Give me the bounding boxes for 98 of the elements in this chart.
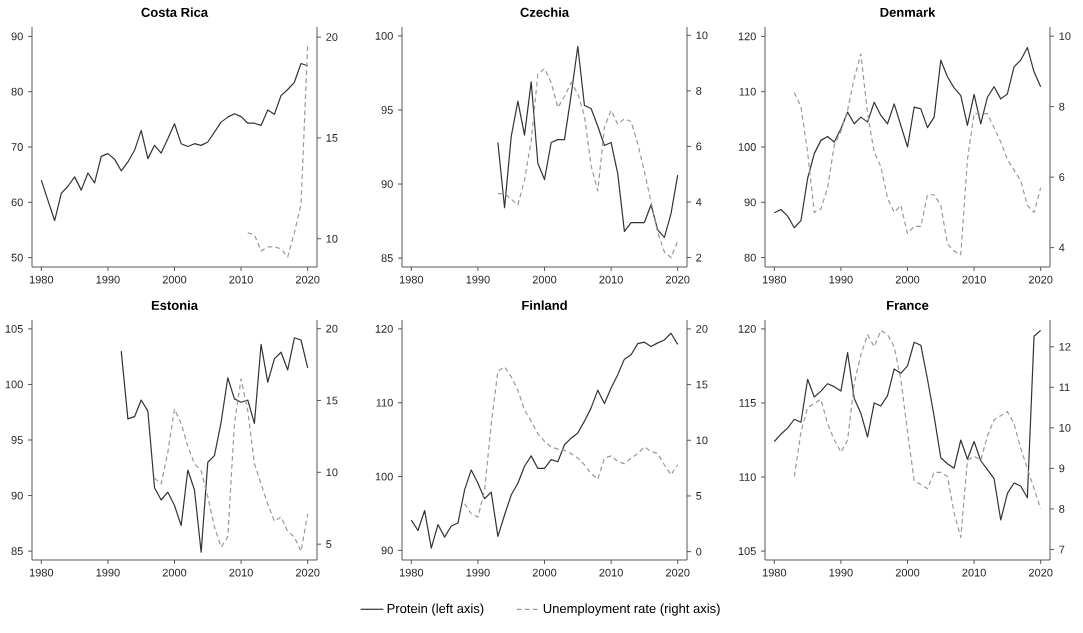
y-tick-label: 60 — [11, 198, 23, 207]
y-tick-label: 90 — [381, 546, 393, 555]
y-tick-label: 90 — [11, 491, 23, 500]
x-tick-label: 1980 — [762, 275, 787, 284]
line-series — [247, 44, 309, 258]
x-tick-label: 1980 — [29, 568, 54, 577]
chart-title: Czechia — [520, 7, 570, 17]
y-tick-label: 100 — [738, 143, 756, 151]
y2-tick-label: 10 — [326, 234, 338, 243]
x-tick-label: 1990 — [466, 568, 490, 577]
y-tick-label: 100 — [5, 380, 23, 389]
y-tick-label: 80 — [744, 253, 756, 262]
x-tick-label: 2010 — [599, 275, 623, 284]
y2-tick-label: 4 — [695, 198, 702, 206]
legend-label: Unemployment rate (right axis) — [543, 603, 720, 616]
y2-tick-label: 0 — [696, 547, 702, 556]
x-tick-label: 2020 — [1029, 275, 1053, 284]
y2-tick-label: 10 — [1059, 423, 1071, 432]
x-tick-label: 2020 — [295, 568, 320, 577]
x-tick-label: 2010 — [229, 568, 253, 577]
y-tick-label: 110 — [739, 87, 756, 96]
y2-tick-label: 9 — [1059, 464, 1065, 473]
chart-title: France — [887, 300, 929, 310]
x-tick-label: 2020 — [295, 275, 320, 284]
y2-tick-label: 10 — [696, 436, 708, 445]
legend-label: Protein (left axis) — [387, 603, 484, 616]
chart-title: Estonia — [151, 300, 199, 310]
y2-tick-label: 6 — [696, 142, 702, 151]
y2-tick-label: 10 — [326, 468, 338, 477]
y2-tick-label: 7 — [1059, 545, 1065, 554]
x-tick-label: 1980 — [399, 568, 424, 577]
x-tick-label: 2010 — [962, 275, 986, 284]
x-tick-label: 2000 — [895, 568, 920, 577]
y2-tick-label: 15 — [326, 396, 338, 405]
chart-title: Costa Rica — [141, 7, 209, 17]
x-tick-label: 2010 — [599, 568, 623, 577]
y-tick-label: 90 — [381, 180, 393, 188]
y2-tick-label: 10 — [1059, 32, 1071, 41]
x-tick-label: 2000 — [532, 568, 557, 577]
y2-tick-label: 2 — [696, 253, 702, 262]
y-tick-label: 115 — [739, 399, 756, 407]
line-series — [410, 332, 679, 549]
y-tick-label: 105 — [5, 325, 23, 333]
y2-tick-label: 15 — [696, 380, 708, 389]
y2-tick-label: 15 — [326, 134, 338, 142]
x-tick-label: 1990 — [96, 568, 120, 577]
chart-title: Denmark — [880, 7, 936, 17]
x-tick-label: 1990 — [96, 275, 120, 284]
y2-tick-label: 6 — [1059, 173, 1065, 182]
y-tick-label: 110 — [739, 473, 756, 481]
x-tick-label: 1980 — [762, 568, 787, 577]
y2-tick-label: 20 — [326, 324, 338, 333]
y-tick-label: 80 — [11, 87, 23, 96]
y2-tick-label: 10 — [696, 31, 708, 40]
x-tick-label: 2020 — [1029, 568, 1053, 577]
y-tick-label: 105 — [738, 547, 756, 555]
x-tick-label: 2000 — [162, 568, 187, 577]
x-tick-label: 2000 — [162, 275, 187, 284]
x-tick-label: 1990 — [829, 275, 853, 284]
y-tick-label: 95 — [381, 106, 393, 114]
y2-tick-label: 8 — [1059, 102, 1065, 111]
x-tick-label: 1980 — [399, 275, 424, 284]
x-tick-label: 2010 — [229, 275, 253, 284]
y2-tick-label: 12 — [1059, 342, 1071, 351]
y-tick-label: 100 — [375, 472, 393, 481]
y-tick-label: 90 — [11, 32, 23, 41]
line-series — [497, 68, 679, 259]
x-tick-label: 1990 — [829, 568, 853, 577]
y-tick-label: 70 — [11, 143, 23, 151]
y2-tick-label: 20 — [326, 33, 338, 41]
x-tick-label: 1980 — [29, 275, 54, 284]
x-tick-label: 2000 — [532, 275, 557, 284]
x-tick-label: 2020 — [665, 568, 690, 577]
line-series — [153, 378, 309, 552]
y2-tick-label: 4 — [1058, 243, 1065, 252]
x-tick-label: 2020 — [665, 275, 690, 284]
y-tick-label: 110 — [376, 398, 393, 407]
x-tick-label: 2010 — [962, 568, 986, 577]
y-tick-label: 85 — [11, 547, 23, 555]
y-tick-label: 50 — [11, 253, 23, 262]
y2-tick-label: 5 — [326, 540, 332, 549]
line-series — [120, 337, 309, 553]
y2-tick-label: 8 — [1059, 505, 1065, 513]
y-tick-label: 85 — [381, 254, 393, 262]
y-tick-label: 100 — [375, 32, 393, 40]
y-tick-label: 95 — [11, 436, 23, 444]
chart-title: Finland — [522, 300, 567, 310]
y-tick-label: 120 — [738, 32, 756, 41]
y-tick-label: 90 — [744, 198, 756, 207]
y2-tick-label: 5 — [696, 492, 702, 500]
x-tick-label: 1990 — [466, 275, 490, 284]
y2-tick-label: 20 — [696, 325, 708, 333]
line-series — [464, 366, 679, 518]
x-tick-label: 2000 — [895, 275, 920, 284]
y2-tick-label: 8 — [696, 87, 702, 95]
y-tick-label: 120 — [375, 324, 393, 333]
y2-tick-label: 11 — [1059, 383, 1070, 392]
y-tick-label: 120 — [738, 325, 756, 333]
